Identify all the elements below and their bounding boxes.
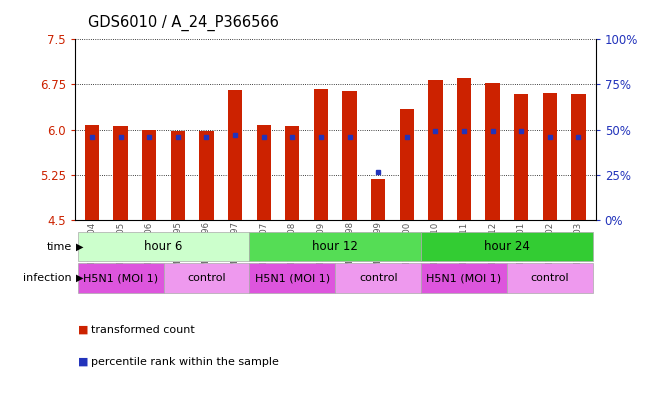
Bar — [572, 94, 586, 220]
Bar — [335, 263, 421, 293]
Text: infection: infection — [23, 273, 72, 283]
Bar — [249, 232, 421, 261]
Text: hour 12: hour 12 — [312, 240, 358, 253]
Bar — [199, 132, 214, 220]
Text: hour 6: hour 6 — [145, 240, 183, 253]
Text: ■: ■ — [78, 325, 89, 335]
Text: H5N1 (MOI 1): H5N1 (MOI 1) — [255, 273, 330, 283]
Bar — [142, 130, 156, 220]
Bar — [371, 179, 385, 220]
Text: control: control — [187, 273, 226, 283]
Text: control: control — [531, 273, 569, 283]
Text: ▶: ▶ — [76, 242, 84, 252]
Bar — [421, 263, 507, 293]
Bar — [171, 132, 185, 220]
Text: H5N1 (MOI 1): H5N1 (MOI 1) — [83, 273, 158, 283]
Bar — [314, 89, 328, 220]
Text: ▶: ▶ — [76, 273, 84, 283]
Text: hour 24: hour 24 — [484, 240, 530, 253]
Bar — [486, 83, 500, 220]
Bar — [421, 232, 593, 261]
Bar — [85, 125, 99, 220]
Text: control: control — [359, 273, 398, 283]
Bar — [77, 232, 249, 261]
Bar — [228, 90, 242, 220]
Text: transformed count: transformed count — [91, 325, 195, 335]
Bar — [507, 263, 593, 293]
Text: H5N1 (MOI 1): H5N1 (MOI 1) — [426, 273, 502, 283]
Bar — [543, 93, 557, 220]
Text: ■: ■ — [78, 356, 89, 367]
Bar — [285, 126, 299, 220]
Bar — [428, 80, 443, 220]
Bar — [400, 108, 414, 220]
Text: percentile rank within the sample: percentile rank within the sample — [91, 356, 279, 367]
Bar — [514, 94, 529, 220]
Bar — [77, 263, 163, 293]
Text: time: time — [46, 242, 72, 252]
Bar — [342, 90, 357, 220]
Bar — [163, 263, 249, 293]
Bar — [256, 125, 271, 220]
Bar — [249, 263, 335, 293]
Bar — [113, 126, 128, 220]
Text: GDS6010 / A_24_P366566: GDS6010 / A_24_P366566 — [88, 15, 279, 31]
Bar — [457, 79, 471, 220]
